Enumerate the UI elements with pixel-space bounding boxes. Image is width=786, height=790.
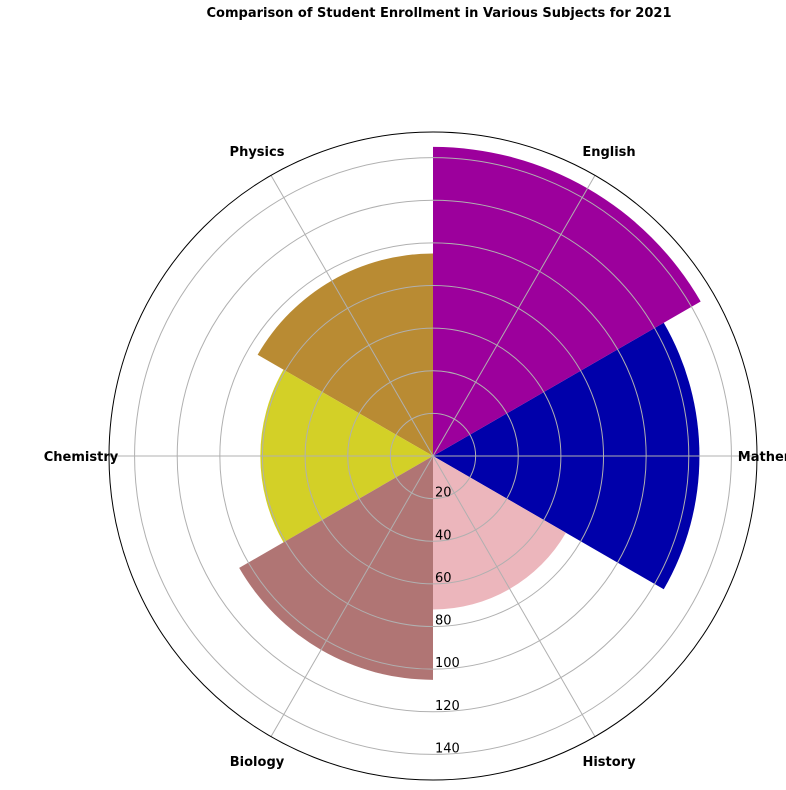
radial-tick-label: 40 bbox=[435, 528, 452, 543]
radial-tick-label: 120 bbox=[435, 699, 460, 714]
polar-frame bbox=[108, 131, 758, 781]
radial-tick-label: 80 bbox=[435, 614, 452, 629]
radial-tick-label: 100 bbox=[435, 656, 460, 671]
category-label-english: English bbox=[582, 145, 635, 160]
category-label-chemistry: Chemistry bbox=[44, 450, 119, 465]
grid-spoke bbox=[270, 455, 434, 737]
radial-tick-label: 140 bbox=[435, 741, 460, 756]
category-label-biology: Biology bbox=[230, 755, 285, 770]
radial-tick-label: 60 bbox=[435, 571, 452, 586]
bar-history bbox=[433, 456, 566, 610]
bar-biology bbox=[239, 456, 433, 680]
chart-title: Comparison of Student Enrollment in Vari… bbox=[206, 6, 672, 21]
grid-spoke bbox=[270, 175, 434, 457]
grid-spoke bbox=[432, 455, 596, 737]
category-label-physics: Physics bbox=[230, 145, 285, 160]
bar-english bbox=[433, 146, 701, 456]
radial-tick-label: 20 bbox=[435, 486, 452, 501]
bar-physics bbox=[257, 253, 433, 456]
category-label-mathematics: Mathematics bbox=[738, 450, 786, 465]
category-label-history: History bbox=[582, 755, 636, 770]
grid-spoke bbox=[432, 175, 596, 457]
